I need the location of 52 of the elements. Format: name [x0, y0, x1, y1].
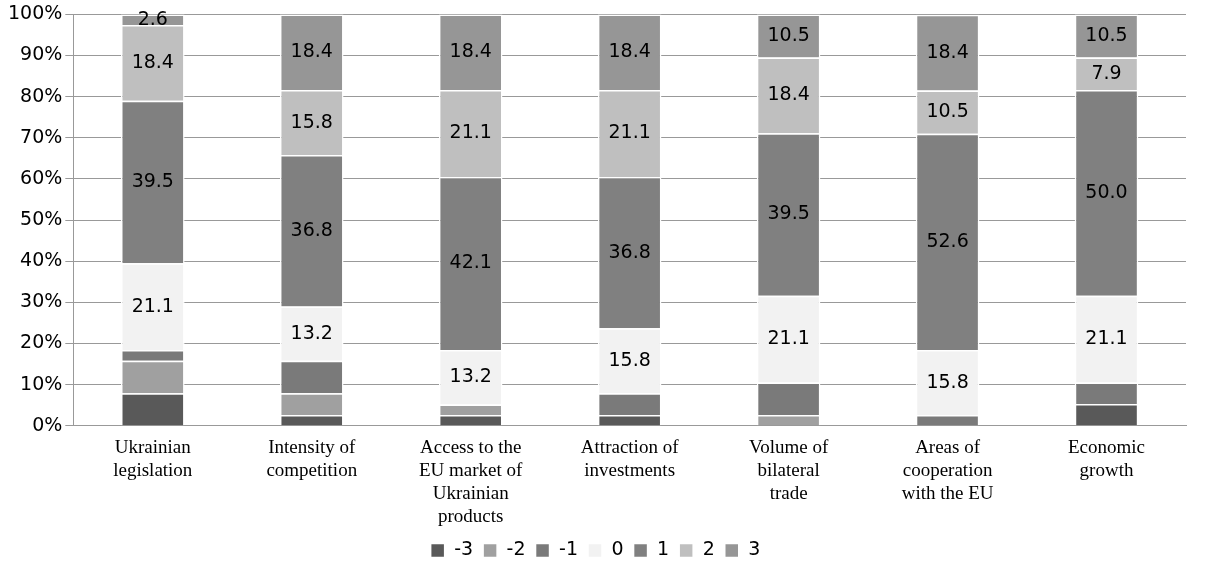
data-label: 18.4	[449, 39, 492, 62]
data-label: 10.5	[767, 22, 810, 45]
data-label: 18.4	[926, 39, 969, 62]
x-tick-label: Access to the EU market of Ukrainian products	[419, 436, 524, 526]
data-label: 21.1	[449, 120, 492, 143]
y-tick-label: 20%	[20, 330, 63, 353]
data-label: 21.1	[1085, 326, 1128, 349]
data-label: 15.8	[608, 347, 651, 370]
y-tick-label: 0%	[32, 412, 63, 435]
data-label: 18.4	[608, 39, 651, 62]
y-tick-label: 30%	[20, 289, 63, 312]
legend-label: -2	[506, 537, 526, 560]
x-tick-label: Attraction of investments	[580, 436, 680, 480]
data-label: 15.8	[926, 369, 969, 392]
x-tick-label: Ukrainian legislation	[113, 436, 193, 480]
y-tick-label: 70%	[20, 124, 63, 147]
data-label: 21.1	[767, 326, 810, 349]
data-label: 18.4	[290, 39, 333, 62]
y-tick-label: 40%	[20, 248, 63, 271]
data-label: 10.5	[926, 99, 969, 122]
legend-label: -3	[454, 537, 474, 560]
data-label: 36.8	[608, 239, 651, 262]
y-tick-label: 80%	[20, 83, 63, 106]
data-label: 39.5	[767, 201, 810, 224]
x-tick-label: Volume of bilateral trade	[748, 436, 829, 503]
data-label: 13.2	[290, 320, 333, 343]
data-label: 42.1	[449, 250, 492, 273]
data-label: 10.5	[1085, 22, 1128, 45]
data-label: 7.9	[1091, 60, 1122, 83]
data-label: 15.8	[290, 109, 333, 132]
legend-label: 0	[611, 537, 624, 560]
data-label: 18.4	[131, 49, 174, 72]
data-label: 39.5	[131, 168, 174, 191]
y-tick-label: 90%	[20, 42, 63, 65]
y-tick-label: 60%	[20, 165, 63, 188]
x-tick-label: Areas of cooperation with the EU	[901, 436, 994, 503]
data-label: 36.8	[290, 217, 333, 240]
legend-label: 2	[702, 537, 715, 560]
data-label: 21.1	[608, 120, 651, 143]
data-label: 18.4	[767, 82, 810, 105]
x-tick-label: Economic growth	[1068, 436, 1146, 480]
y-tick-label: 50%	[20, 207, 63, 230]
legend-label: 1	[657, 537, 670, 560]
data-label: 21.1	[131, 293, 174, 316]
data-label: 52.6	[926, 228, 969, 251]
legend-label: 3	[748, 537, 761, 560]
legend-label: -1	[559, 537, 578, 560]
y-tick-label: 10%	[20, 371, 63, 394]
y-tick-label: 100%	[7, 1, 63, 24]
data-label: 13.2	[449, 364, 492, 387]
x-tick-label: Intensity of competition	[266, 436, 358, 480]
data-label: 50.0	[1085, 179, 1128, 202]
